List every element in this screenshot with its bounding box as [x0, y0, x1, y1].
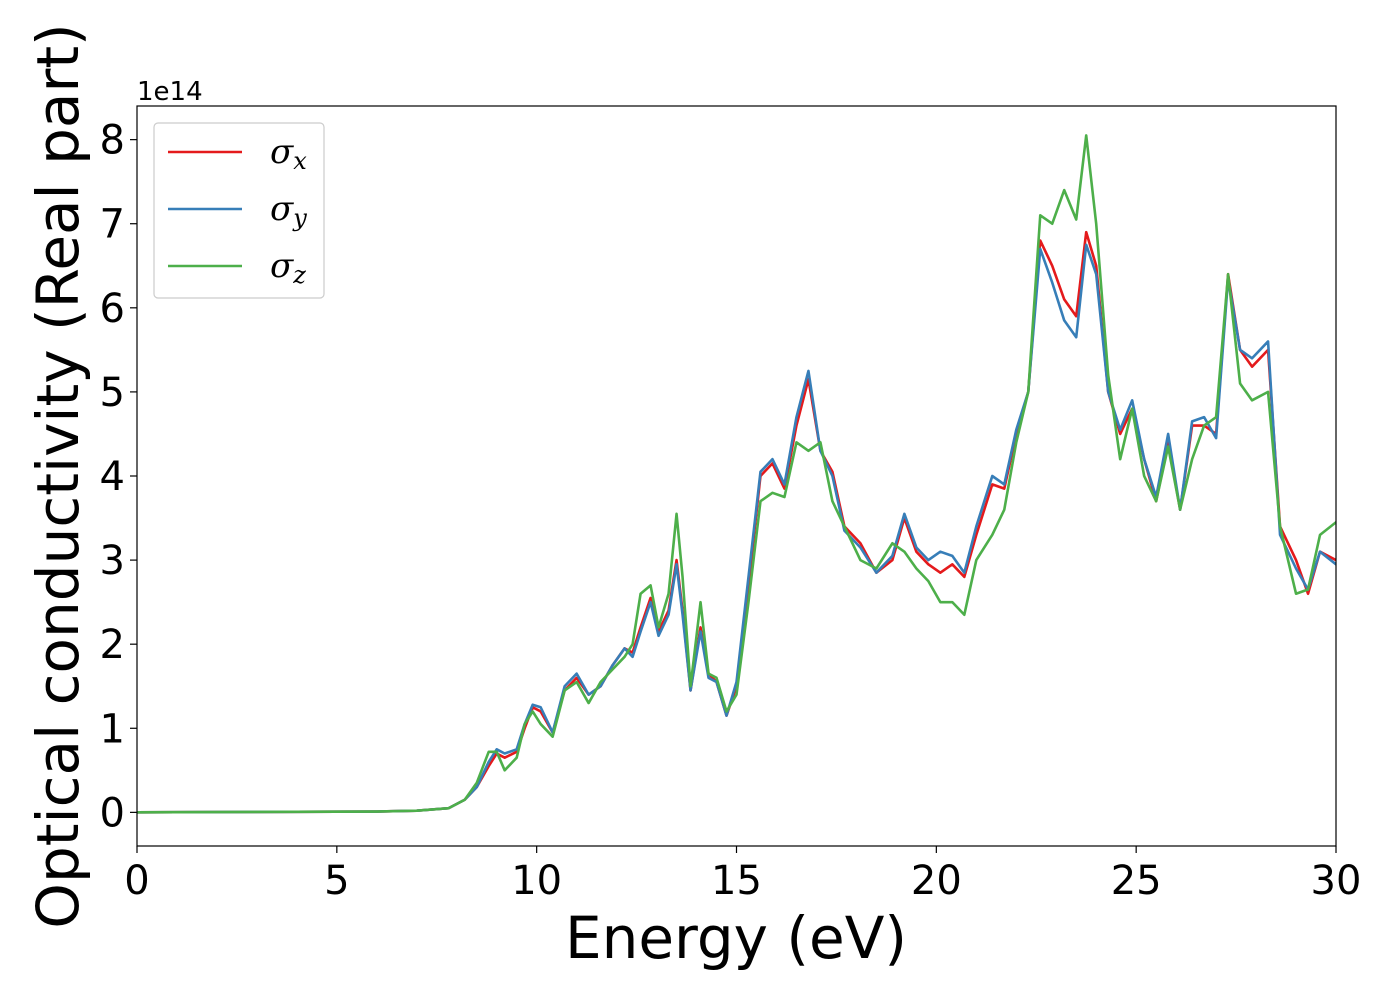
- x-axis: 0 5 10 15 20 25 30: [124, 846, 1361, 904]
- x-tick-label: 15: [711, 858, 762, 904]
- x-tick-label: 30: [1311, 858, 1362, 904]
- y-tick-label: 0: [100, 790, 125, 836]
- x-tick-label: 10: [511, 858, 562, 904]
- y-tick-label: 7: [100, 202, 125, 248]
- legend-label-z: σz: [270, 246, 306, 289]
- legend-symbol: σ: [270, 132, 294, 172]
- legend-subscript: z: [292, 261, 306, 289]
- y-tick-label: 5: [100, 370, 125, 416]
- x-tick-label: 0: [124, 858, 149, 904]
- x-axis-label: Energy (eV): [565, 904, 907, 972]
- x-tick-label: 25: [1111, 858, 1162, 904]
- legend-label-x: σx: [270, 132, 307, 175]
- series-line-z: [137, 134, 1336, 814]
- y-axis-label: Optical conductivity (Real part): [24, 23, 92, 928]
- y-tick-label: 2: [100, 622, 125, 668]
- legend-frame: [153, 122, 325, 299]
- y-tick-label: 6: [100, 286, 125, 332]
- y-tick-label: 4: [100, 454, 125, 500]
- legend-subscript: y: [292, 204, 307, 232]
- y-tick-label: 8: [100, 118, 125, 164]
- legend-symbol: σ: [270, 246, 294, 286]
- y-offset-label: 1e14: [137, 77, 203, 107]
- y-tick-label: 1: [100, 706, 125, 752]
- x-tick-label: 5: [324, 858, 349, 904]
- legend-symbol: σ: [270, 189, 294, 229]
- y-tick-label: 3: [100, 538, 125, 584]
- x-tick-label: 20: [911, 858, 962, 904]
- y-axis: 0 1 2 3 4 5 6 7 8: [100, 118, 137, 836]
- legend-label-y: σy: [270, 189, 307, 232]
- series-group: [137, 134, 1336, 814]
- legend-subscript: x: [293, 147, 307, 175]
